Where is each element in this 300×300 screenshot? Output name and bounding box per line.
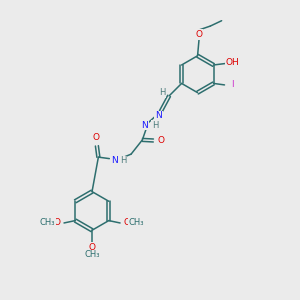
Text: N: N xyxy=(141,121,148,130)
Text: CH₃: CH₃ xyxy=(84,250,100,260)
Text: O: O xyxy=(93,133,100,142)
Text: CH₃: CH₃ xyxy=(40,218,55,227)
Text: H: H xyxy=(120,157,126,166)
Text: H: H xyxy=(152,121,158,130)
Text: O: O xyxy=(196,30,202,39)
Text: CH₃: CH₃ xyxy=(129,218,145,227)
Text: O: O xyxy=(158,136,165,145)
Text: I: I xyxy=(231,80,233,89)
Text: O: O xyxy=(124,218,131,227)
Text: H: H xyxy=(159,88,166,97)
Text: N: N xyxy=(155,111,162,120)
Text: O: O xyxy=(53,218,60,227)
Text: OH: OH xyxy=(226,58,240,67)
Text: N: N xyxy=(111,157,118,166)
Text: O: O xyxy=(88,243,95,252)
